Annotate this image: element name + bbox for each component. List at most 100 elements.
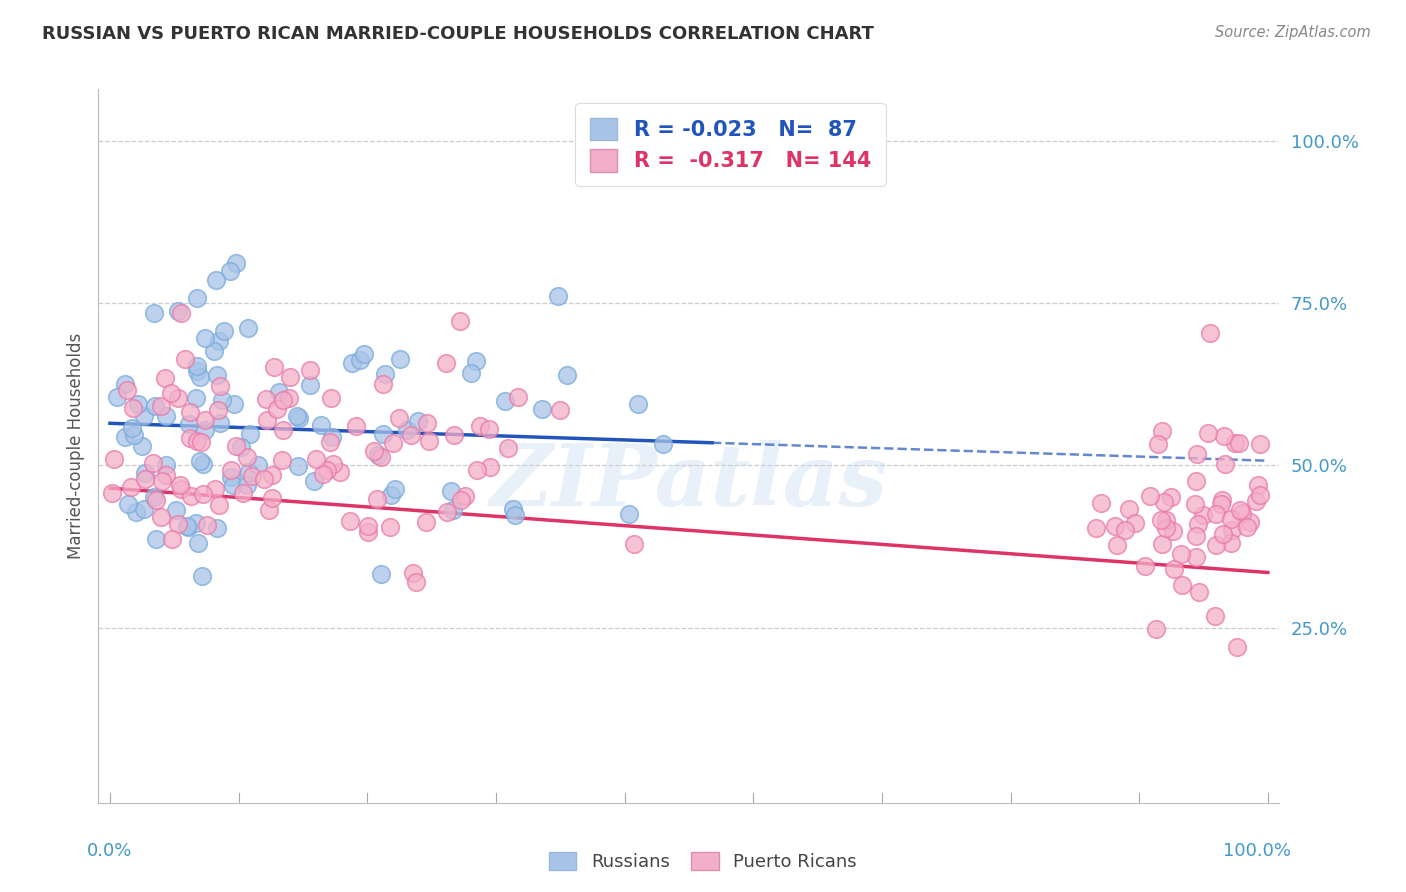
Point bbox=[134, 409, 156, 424]
Point bbox=[278, 391, 301, 405]
Point bbox=[186, 359, 208, 373]
Point bbox=[219, 469, 242, 483]
Point bbox=[623, 536, 645, 550]
Point bbox=[319, 434, 342, 449]
Point bbox=[388, 351, 411, 366]
Point bbox=[434, 356, 457, 370]
Point bbox=[478, 459, 501, 474]
Point bbox=[329, 465, 352, 479]
Point bbox=[239, 426, 262, 441]
Point bbox=[247, 458, 270, 473]
Y-axis label: Married-couple Households: Married-couple Households bbox=[66, 333, 84, 559]
Point bbox=[191, 457, 214, 471]
Point bbox=[548, 403, 571, 417]
Point bbox=[1212, 428, 1234, 442]
Point bbox=[236, 450, 259, 465]
Point bbox=[179, 431, 201, 445]
Point bbox=[371, 427, 394, 442]
Point bbox=[1114, 523, 1136, 537]
Point bbox=[204, 482, 226, 496]
Point bbox=[194, 413, 217, 427]
Point bbox=[374, 367, 396, 381]
Point bbox=[339, 514, 361, 528]
Point bbox=[1104, 519, 1126, 533]
Point bbox=[100, 486, 122, 500]
Text: 0.0%: 0.0% bbox=[87, 842, 132, 860]
Point bbox=[1144, 622, 1167, 636]
Point bbox=[366, 492, 388, 507]
Point bbox=[285, 409, 308, 423]
Point bbox=[194, 330, 217, 344]
Point bbox=[186, 291, 208, 305]
Point bbox=[205, 368, 228, 382]
Point bbox=[299, 363, 322, 377]
Point bbox=[260, 491, 283, 505]
Point bbox=[322, 457, 344, 471]
Point bbox=[1160, 490, 1182, 504]
Point bbox=[143, 306, 166, 320]
Point bbox=[311, 467, 333, 482]
Point bbox=[122, 428, 145, 442]
Point bbox=[187, 536, 209, 550]
Point bbox=[170, 483, 193, 497]
Point bbox=[207, 498, 229, 512]
Point bbox=[267, 384, 290, 399]
Point bbox=[1226, 640, 1249, 654]
Point bbox=[236, 321, 259, 335]
Point bbox=[188, 454, 211, 468]
Point bbox=[652, 437, 675, 451]
Point bbox=[555, 368, 578, 383]
Point bbox=[179, 405, 201, 419]
Point bbox=[1227, 436, 1250, 450]
Text: 100.0%: 100.0% bbox=[1223, 842, 1291, 860]
Point bbox=[273, 393, 295, 408]
Point bbox=[416, 416, 439, 430]
Point bbox=[240, 469, 263, 483]
Point bbox=[194, 423, 217, 437]
Point bbox=[465, 463, 488, 477]
Point bbox=[1185, 475, 1208, 489]
Point bbox=[1219, 535, 1241, 549]
Point bbox=[232, 486, 254, 500]
Point bbox=[186, 364, 208, 378]
Point bbox=[124, 505, 146, 519]
Point bbox=[287, 458, 309, 473]
Point bbox=[173, 351, 195, 366]
Point bbox=[344, 419, 367, 434]
Point bbox=[502, 501, 524, 516]
Point bbox=[253, 472, 276, 486]
Point bbox=[1187, 516, 1209, 531]
Point bbox=[1219, 511, 1241, 525]
Point bbox=[349, 352, 371, 367]
Point bbox=[114, 377, 136, 392]
Point bbox=[202, 343, 225, 358]
Point bbox=[396, 423, 419, 437]
Point bbox=[180, 489, 202, 503]
Point bbox=[1147, 437, 1170, 451]
Point bbox=[134, 472, 156, 486]
Point bbox=[321, 430, 343, 444]
Point bbox=[142, 456, 165, 470]
Point bbox=[122, 401, 145, 415]
Point bbox=[184, 392, 207, 406]
Point bbox=[1084, 521, 1107, 535]
Point bbox=[378, 520, 401, 534]
Point bbox=[266, 402, 288, 417]
Point bbox=[155, 409, 177, 423]
Point bbox=[153, 371, 176, 385]
Point bbox=[478, 422, 501, 436]
Point bbox=[1154, 521, 1177, 535]
Point bbox=[1185, 529, 1208, 543]
Point bbox=[1139, 489, 1161, 503]
Point bbox=[190, 434, 212, 449]
Text: Source: ZipAtlas.com: Source: ZipAtlas.com bbox=[1215, 25, 1371, 40]
Point bbox=[454, 489, 477, 503]
Point bbox=[121, 421, 143, 435]
Point bbox=[436, 505, 458, 519]
Point bbox=[384, 482, 406, 496]
Point bbox=[503, 508, 526, 522]
Point bbox=[1249, 437, 1271, 451]
Point bbox=[1090, 495, 1112, 509]
Point bbox=[165, 503, 187, 517]
Point bbox=[191, 487, 214, 501]
